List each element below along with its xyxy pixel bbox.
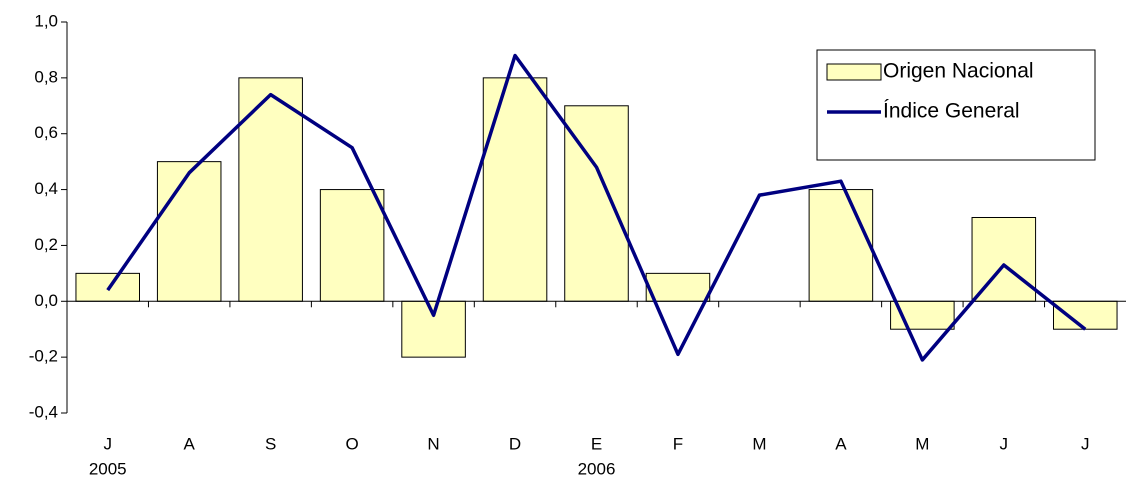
x-tick-label: J xyxy=(1081,434,1090,453)
bar xyxy=(808,189,874,302)
year-label: 2005 xyxy=(89,459,127,478)
x-tick-label: F xyxy=(673,434,683,453)
bar xyxy=(319,189,385,302)
x-tick-label: J xyxy=(103,434,112,453)
x-tick-label: A xyxy=(835,434,847,453)
bar xyxy=(1052,300,1118,330)
bar xyxy=(75,272,141,302)
y-tick-label: -0,4 xyxy=(29,402,58,421)
y-tick-label: 1,0 xyxy=(34,11,58,30)
bar xyxy=(482,77,548,302)
y-tick-label: 0,2 xyxy=(34,235,58,254)
y-tick-label: 0,0 xyxy=(34,291,58,310)
x-tick-label: J xyxy=(1000,434,1009,453)
y-tick-label: 0,8 xyxy=(34,67,58,86)
x-tick-label: M xyxy=(915,434,929,453)
x-tick-label: M xyxy=(752,434,766,453)
year-label: 2006 xyxy=(578,459,616,478)
bar xyxy=(156,161,222,302)
y-tick-label: 0,4 xyxy=(34,179,58,198)
legend-label: Índice General xyxy=(883,100,1020,123)
y-tick-label: 0,6 xyxy=(34,123,58,142)
x-tick-label: E xyxy=(591,434,602,453)
legend-label: Origen Nacional xyxy=(883,60,1034,83)
y-tick-label: -0,2 xyxy=(29,347,58,366)
legend-swatch xyxy=(826,63,882,81)
bar xyxy=(238,77,303,302)
bar xyxy=(645,272,711,302)
x-tick-label: O xyxy=(345,434,358,453)
x-tick-label: D xyxy=(509,434,521,453)
x-tick-label: N xyxy=(427,434,439,453)
line xyxy=(106,53,1087,362)
x-tick-label: A xyxy=(184,434,196,453)
x-tick-label: S xyxy=(265,434,276,453)
